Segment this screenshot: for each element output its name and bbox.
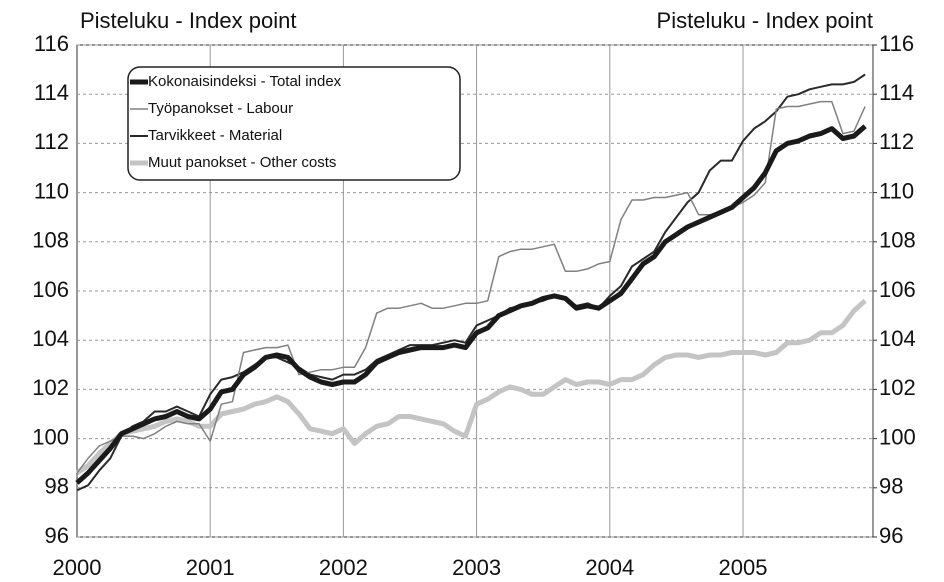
x-tick-label: 2003 (452, 555, 501, 580)
y-tick-label: 100 (32, 424, 69, 449)
series-line (75, 124, 867, 485)
y2-tick-label: 112 (879, 129, 914, 154)
y-tick-label: 112 (34, 129, 69, 154)
y-tick-label: 102 (32, 375, 69, 400)
y-tick-label: 116 (34, 31, 69, 56)
legend-label: Muut panokset - Other costs (148, 154, 336, 171)
legend-label: Työpanokset - Labour (148, 100, 293, 117)
y2-tick-label: 108 (879, 228, 916, 253)
y-tick-label: 106 (32, 277, 69, 302)
y2-tick-label: 98 (879, 474, 903, 499)
legend-label: Tarvikkeet - Material (148, 127, 282, 144)
legend: Kokonaisindeksi - Total index Työpanokset… (127, 66, 461, 181)
y-tick-label: 110 (34, 178, 69, 203)
y-tick-label: 98 (45, 474, 69, 499)
y2-axis-title: Pisteluku - Index point (657, 8, 873, 33)
x-tick-label: 2001 (186, 555, 235, 580)
y2-tick-label: 96 (879, 523, 903, 548)
y2-tick-label: 114 (879, 80, 914, 105)
x-tick-label: 2004 (585, 555, 634, 580)
series-line (75, 298, 867, 476)
y-axis-title: Pisteluku - Index point (80, 8, 296, 33)
y-tick-label: 114 (34, 80, 69, 105)
x-tick-label: 2002 (319, 555, 368, 580)
series-line (76, 73, 866, 492)
y-tick-label: 96 (45, 523, 69, 548)
x-tick-label: 2000 (53, 555, 102, 580)
y2-tick-label: 102 (879, 375, 916, 400)
y2-tick-label: 110 (879, 178, 914, 203)
legend-box (127, 66, 461, 181)
legend-label: Kokonaisindeksi - Total index (148, 73, 342, 90)
y-tick-label: 108 (32, 228, 69, 253)
y2-tick-label: 100 (879, 424, 916, 449)
x-tick-label: 2005 (719, 555, 768, 580)
y2-tick-label: 104 (879, 326, 916, 351)
y-tick-label: 104 (32, 326, 69, 351)
y2-tick-label: 116 (879, 31, 914, 56)
y2-tick-label: 106 (879, 277, 916, 302)
